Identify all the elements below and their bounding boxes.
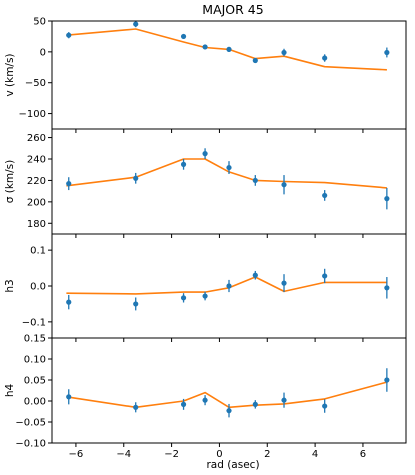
y-tick-label: −0.10: [15, 439, 46, 450]
y-tick-label: 0.05: [24, 376, 46, 387]
y-axis-label-h3: h3: [4, 279, 16, 292]
y-tick-label: 50: [33, 17, 46, 28]
y-tick-label: 240: [27, 155, 46, 166]
data-point: [281, 397, 287, 403]
y-tick-label: 0.1: [30, 246, 46, 257]
x-tick-label: −4: [116, 449, 131, 460]
y-tick-label: −100: [19, 109, 46, 120]
data-point: [66, 32, 72, 38]
data-point: [322, 273, 328, 279]
panel-v: −100 −50 0 50 v (km/s): [4, 17, 407, 133]
data-point: [202, 397, 208, 403]
data-point: [226, 46, 232, 52]
data-point: [322, 192, 328, 199]
y-axis-label-sigma: σ (km/s): [4, 160, 16, 204]
x-tick-label: −2: [164, 449, 179, 460]
x-tick-label: 4: [312, 449, 318, 460]
data-point: [384, 377, 390, 383]
x-tick-label: −6: [69, 449, 84, 460]
y-axis-label-v: v (km/s): [4, 53, 16, 96]
data-point: [252, 57, 258, 64]
data-point: [322, 55, 328, 61]
y-tick-label: −0.1: [22, 317, 46, 328]
data-point: [322, 403, 328, 409]
data-point: [281, 49, 287, 56]
y-tick-label: 260: [27, 133, 46, 144]
y-tick-label: 220: [27, 176, 46, 187]
data-point: [384, 285, 390, 291]
x-axis-label: rad (asec): [206, 459, 259, 471]
data-point: [133, 301, 139, 307]
data-point: [202, 293, 208, 299]
panel-sigma: 180 200 220 240 260 σ (km/s): [4, 128, 407, 238]
x-tick-label: 0: [216, 449, 222, 460]
data-point: [180, 33, 187, 40]
data-point: [66, 299, 72, 305]
data-point: [133, 404, 139, 410]
data-point: [252, 177, 258, 184]
data-point: [281, 280, 287, 286]
data-point: [226, 408, 232, 414]
data-point: [180, 295, 187, 301]
data-point: [281, 182, 287, 188]
y-tick-label: 0.15: [24, 334, 46, 345]
x-tick-label: 6: [360, 449, 366, 460]
y-tick-label: 200: [27, 197, 46, 208]
y-tick-label: 180: [27, 219, 46, 230]
data-point: [226, 164, 232, 171]
model-line-h4: [66, 381, 388, 409]
model-line-sigma: [66, 158, 387, 189]
data-point: [66, 394, 72, 400]
y-tick-label: 0.00: [24, 397, 46, 408]
data-point: [252, 401, 258, 407]
chart-title: MAJOR 45: [202, 2, 263, 17]
data-point: [180, 401, 187, 407]
y-tick-label: 0.0: [30, 282, 46, 293]
axes-frame-h4: [51, 337, 407, 444]
y-tick-label: 0: [40, 47, 46, 58]
data-point: [133, 21, 139, 27]
data-point: [226, 283, 232, 289]
data-point: [384, 196, 390, 202]
data-point: [384, 49, 390, 56]
data-point: [180, 161, 187, 167]
y-tick-label: −0.05: [15, 418, 46, 429]
data-point: [133, 175, 139, 181]
panel-h3: −0.1 0.0 0.1 h3: [4, 233, 407, 342]
data-point: [202, 44, 208, 50]
axes-frame-v: [51, 20, 407, 130]
y-tick-label: 0.10: [24, 355, 46, 366]
data-point: [252, 272, 258, 278]
y-tick-label: −50: [25, 78, 46, 89]
panel-h4: −0.10 −0.05 0.00 0.05 0.10 0.15 −6 −4 −2 0 2 4 6 h4: [4, 334, 407, 460]
data-point: [66, 181, 72, 187]
data-point: [202, 151, 208, 157]
y-axis-label-h4: h4: [4, 384, 16, 398]
x-tick-label: 2: [264, 449, 270, 460]
